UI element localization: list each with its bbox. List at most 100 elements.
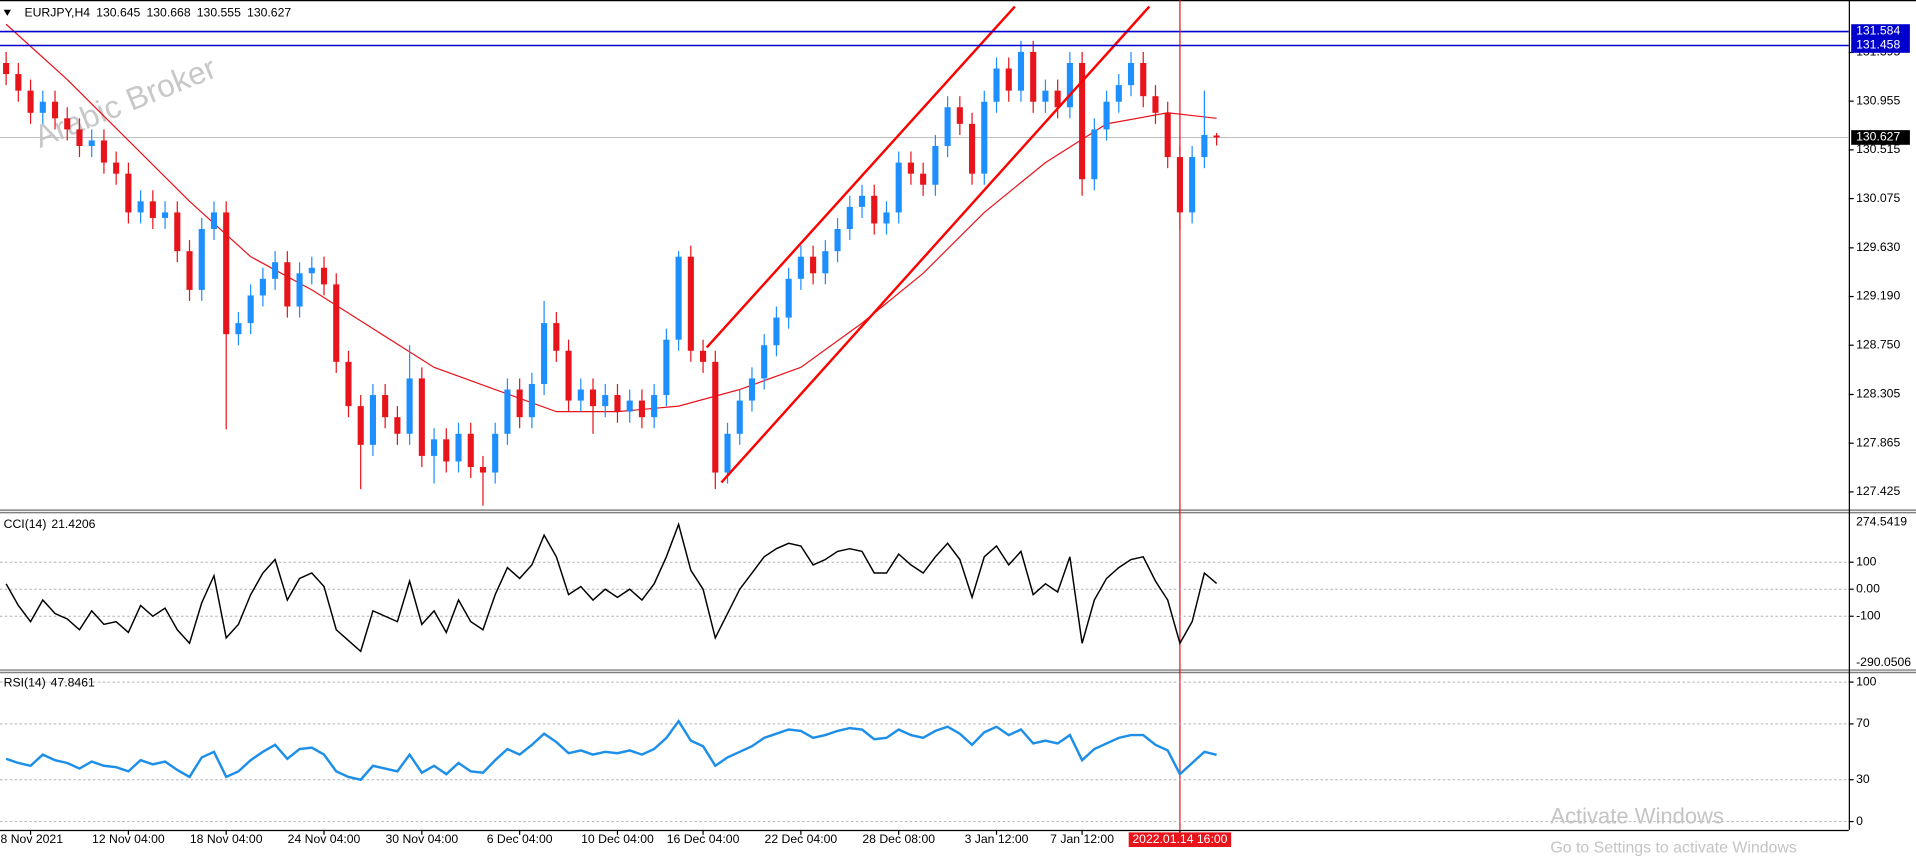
candle-body bbox=[589, 389, 597, 407]
candle-body bbox=[406, 378, 413, 434]
candle-body bbox=[247, 295, 254, 324]
x-tick-label: 16 Dec 04:00 bbox=[667, 832, 740, 846]
candle-body bbox=[932, 145, 939, 185]
candle-body bbox=[51, 101, 59, 119]
candle-body bbox=[235, 323, 242, 335]
current-price-box bbox=[1851, 130, 1910, 145]
candle-body bbox=[345, 361, 352, 407]
candle-body bbox=[541, 323, 548, 384]
y-tick-label: 128.305 bbox=[1856, 387, 1900, 401]
candle-body bbox=[1201, 134, 1208, 158]
y-tick-label: 100 bbox=[1856, 554, 1877, 568]
candle-body bbox=[394, 417, 401, 434]
candle-body bbox=[1164, 112, 1171, 158]
highlight-date-box bbox=[1128, 832, 1232, 848]
candle-body bbox=[76, 129, 83, 146]
activation-title: Activate Windows bbox=[1550, 804, 1724, 829]
candle-body bbox=[39, 101, 46, 113]
candle-body bbox=[883, 212, 890, 224]
candle-body bbox=[64, 118, 71, 130]
candle-body bbox=[223, 212, 230, 335]
collapse-icon[interactable] bbox=[3, 9, 12, 16]
candle-body bbox=[712, 361, 719, 473]
candle-body bbox=[1005, 68, 1012, 91]
candle-body bbox=[700, 350, 707, 362]
candle-body bbox=[88, 140, 95, 146]
indicator-line bbox=[5, 521, 1218, 653]
candle-body bbox=[785, 278, 792, 318]
candle-body bbox=[553, 323, 560, 351]
y-range-label: -290.0506 bbox=[1856, 655, 1911, 669]
candle-body bbox=[736, 400, 743, 434]
y-tick-label: 127.865 bbox=[1856, 435, 1900, 449]
candle-body bbox=[1017, 51, 1025, 91]
indicator-value: 21.4206 bbox=[51, 517, 95, 531]
candle-body bbox=[3, 62, 10, 75]
x-tick-label: 18 Nov 04:00 bbox=[190, 832, 263, 846]
x-tick-label: 8 Nov 2021 bbox=[1, 832, 64, 846]
symbol-header: EURJPY,H4 130.645 130.668 130.555 130.627 bbox=[24, 6, 291, 20]
x-tick-label: 7 Jan 12:00 bbox=[1050, 832, 1114, 846]
trendline bbox=[705, 5, 1016, 349]
candle-body bbox=[638, 400, 645, 418]
candle-body bbox=[1152, 96, 1159, 113]
candle-body bbox=[272, 262, 279, 279]
indicator-value: 47.8461 bbox=[51, 676, 95, 690]
candle-body bbox=[858, 195, 866, 207]
candle-body bbox=[907, 162, 914, 174]
y-tick-label: 130.515 bbox=[1856, 142, 1900, 156]
candle-body bbox=[382, 395, 389, 418]
ohlc-high: 130.668 bbox=[146, 6, 190, 20]
x-tick-label: 12 Nov 04:00 bbox=[92, 832, 165, 846]
x-tick-label: 10 Dec 04:00 bbox=[581, 832, 654, 846]
candle-body bbox=[162, 212, 169, 218]
x-tick-label: 6 Dec 04:00 bbox=[487, 832, 553, 846]
level-price-box bbox=[1851, 24, 1910, 39]
level-price-box bbox=[1851, 38, 1910, 53]
candle-body bbox=[528, 383, 535, 418]
candle-body bbox=[113, 162, 120, 174]
ohlc-open: 130.645 bbox=[96, 6, 140, 20]
highlight-date-label: 2022.01.14 16:00 bbox=[1132, 832, 1227, 846]
candle-body bbox=[993, 68, 1000, 102]
y-tick-label: 128.750 bbox=[1856, 337, 1900, 351]
candle-body bbox=[492, 433, 499, 473]
y-tick-label: 0 bbox=[1856, 814, 1863, 828]
x-tick-label: 22 Dec 04:00 bbox=[765, 832, 838, 846]
candle-body bbox=[320, 267, 328, 285]
y-tick-label: 129.190 bbox=[1856, 289, 1900, 303]
candle-body bbox=[296, 273, 303, 307]
y-range-label: 274.5419 bbox=[1856, 515, 1907, 529]
candle-body bbox=[602, 395, 609, 407]
candle-body bbox=[822, 251, 829, 274]
indicator-name: CCI(14) bbox=[4, 517, 47, 531]
candle-body bbox=[1066, 62, 1073, 108]
candle-body bbox=[186, 251, 193, 290]
candle-body bbox=[100, 140, 107, 163]
candle-body bbox=[259, 278, 266, 296]
candle-body bbox=[504, 389, 511, 434]
x-tick-label: 30 Nov 04:00 bbox=[386, 832, 459, 846]
level-price-label: 131.458 bbox=[1856, 38, 1900, 52]
candle-body bbox=[871, 195, 878, 224]
candle-body bbox=[418, 378, 425, 456]
y-tick-label: 70 bbox=[1856, 716, 1870, 730]
candle-body bbox=[834, 229, 841, 252]
candle-body bbox=[137, 201, 144, 213]
candle-body bbox=[1213, 135, 1220, 138]
trendline bbox=[720, 5, 1151, 484]
candle-body bbox=[198, 229, 205, 290]
candle-body bbox=[797, 256, 804, 279]
candle-body bbox=[614, 395, 621, 412]
candle-body bbox=[357, 406, 364, 445]
candle-body bbox=[15, 74, 22, 91]
y-tick-label: 130.075 bbox=[1856, 191, 1900, 205]
ohlc-close: 130.627 bbox=[247, 6, 291, 20]
candle-body bbox=[687, 256, 694, 351]
y-tick-label: -100 bbox=[1856, 608, 1881, 622]
candle-body bbox=[577, 389, 584, 401]
candle-body bbox=[455, 433, 462, 462]
candle-body bbox=[1127, 62, 1135, 86]
indicator-label: RSI(14) 47.8461 bbox=[4, 676, 95, 690]
candle-body bbox=[174, 212, 181, 252]
